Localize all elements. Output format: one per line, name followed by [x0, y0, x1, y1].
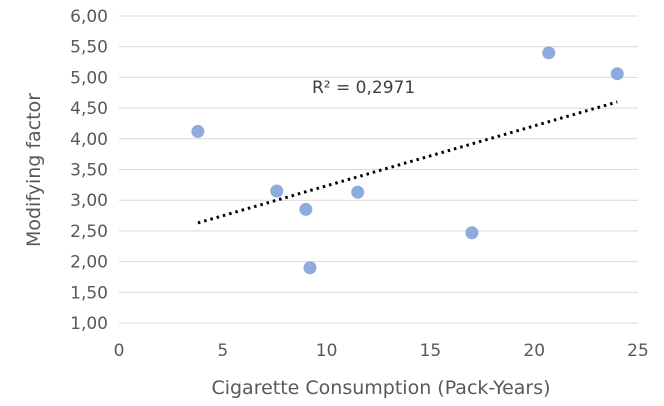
- y-tick-label: 3,00: [70, 191, 108, 211]
- y-tick-label: 4,50: [70, 99, 108, 119]
- data-point: [610, 67, 624, 81]
- data-point: [299, 202, 313, 216]
- data-point: [542, 46, 556, 60]
- x-tick-labels: 0 5 10 15 20 25: [114, 341, 649, 361]
- y-tick-label: 1,00: [70, 314, 108, 334]
- y-tick-label: 1,50: [70, 283, 108, 303]
- y-axis-title: Modifying factor: [23, 93, 45, 247]
- r-squared-annotation: R² = 0,2971: [312, 78, 415, 98]
- y-tick-label: 5,50: [70, 38, 108, 58]
- x-tick-label: 10: [316, 341, 338, 361]
- y-tick-label: 4,00: [70, 130, 108, 150]
- y-tick-label: 6,00: [70, 7, 108, 27]
- data-point: [270, 184, 284, 198]
- y-tick-label: 5,00: [70, 68, 108, 88]
- data-points: [191, 46, 624, 275]
- data-point: [351, 185, 365, 199]
- trendline: [197, 100, 618, 225]
- x-tick-label: 20: [523, 341, 545, 361]
- y-tick-label: 2,50: [70, 222, 108, 242]
- y-tick-label: 2,00: [70, 253, 108, 273]
- x-tick-label: 25: [627, 341, 649, 361]
- y-tick-labels: 1,00 1,50 2,00 2,50 3,00 3,50 4,00 4,50 5,00 5,50…: [70, 7, 108, 334]
- grid-lines: [119, 15, 638, 324]
- data-point: [465, 226, 479, 240]
- data-point: [191, 124, 205, 138]
- x-tick-label: 5: [217, 341, 228, 361]
- x-axis-title: Cigarette Consumption (Pack-Years): [211, 377, 550, 399]
- y-tick-label: 3,50: [70, 161, 108, 181]
- x-tick-label: 0: [114, 341, 125, 361]
- data-point: [303, 261, 317, 275]
- x-tick-label: 15: [420, 341, 442, 361]
